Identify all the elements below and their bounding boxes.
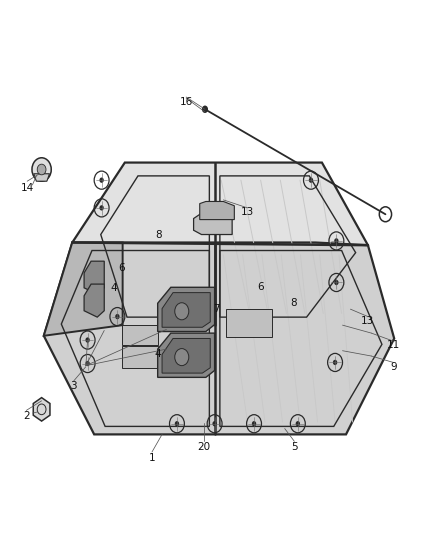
- Circle shape: [99, 205, 104, 211]
- Text: 3: 3: [70, 382, 77, 391]
- Circle shape: [99, 177, 104, 183]
- Polygon shape: [200, 201, 234, 220]
- Circle shape: [85, 361, 90, 366]
- Polygon shape: [44, 243, 123, 336]
- Polygon shape: [158, 287, 215, 332]
- Text: 11: 11: [387, 341, 400, 350]
- Text: 20: 20: [198, 442, 211, 451]
- Circle shape: [252, 421, 256, 426]
- Polygon shape: [194, 213, 232, 235]
- Polygon shape: [162, 293, 210, 327]
- Text: 14: 14: [21, 183, 34, 192]
- Text: 16: 16: [180, 98, 193, 107]
- Circle shape: [296, 421, 300, 426]
- Text: 4: 4: [154, 350, 161, 359]
- Text: 8: 8: [155, 230, 162, 239]
- Polygon shape: [122, 325, 158, 345]
- Circle shape: [175, 421, 179, 426]
- Polygon shape: [34, 174, 49, 181]
- Circle shape: [32, 158, 51, 181]
- Text: 1: 1: [148, 454, 155, 463]
- Text: 6: 6: [257, 282, 264, 292]
- Text: 2: 2: [23, 411, 30, 421]
- Polygon shape: [122, 346, 158, 368]
- Circle shape: [334, 280, 339, 285]
- Text: 9: 9: [390, 362, 397, 372]
- Polygon shape: [72, 163, 368, 325]
- Polygon shape: [44, 243, 394, 434]
- Text: 6: 6: [118, 263, 125, 272]
- Circle shape: [37, 164, 46, 175]
- Polygon shape: [162, 338, 210, 373]
- Circle shape: [115, 314, 120, 319]
- Polygon shape: [33, 398, 50, 421]
- Circle shape: [333, 360, 337, 365]
- Circle shape: [202, 106, 208, 113]
- Circle shape: [85, 337, 90, 343]
- Circle shape: [212, 421, 217, 426]
- Text: 13: 13: [361, 316, 374, 326]
- Circle shape: [175, 349, 189, 366]
- Circle shape: [175, 303, 189, 320]
- Text: 4: 4: [110, 283, 117, 293]
- Text: 5: 5: [291, 442, 298, 451]
- Circle shape: [334, 238, 339, 244]
- Polygon shape: [158, 333, 215, 377]
- Text: 13: 13: [241, 207, 254, 217]
- Polygon shape: [84, 261, 104, 294]
- Circle shape: [309, 177, 313, 183]
- Text: 8: 8: [290, 298, 297, 308]
- Polygon shape: [226, 309, 272, 337]
- Text: 7: 7: [213, 304, 220, 314]
- Polygon shape: [84, 284, 104, 317]
